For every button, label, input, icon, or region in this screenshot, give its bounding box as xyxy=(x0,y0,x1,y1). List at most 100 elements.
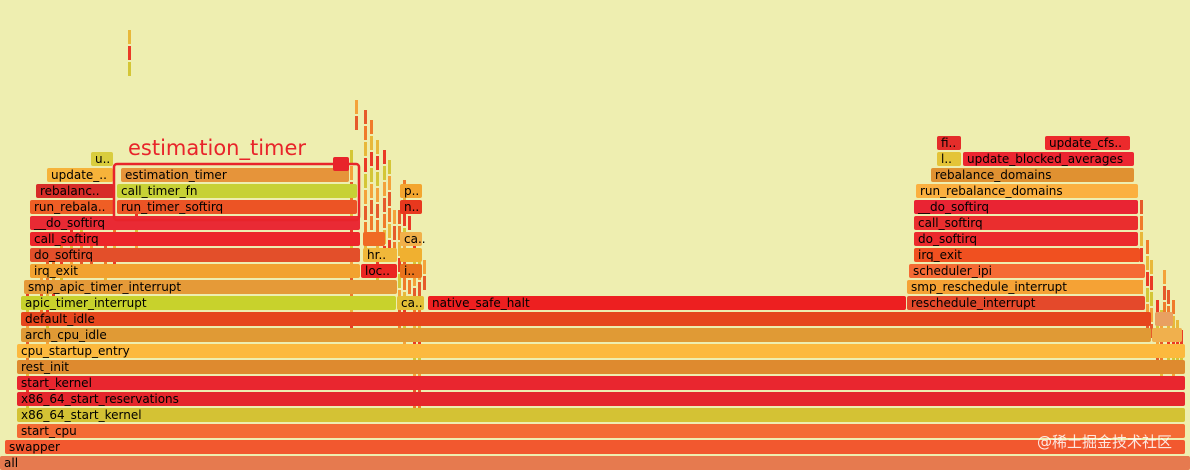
frame-bar-call_timer_fn[interactable] xyxy=(117,184,357,198)
frame-smp_reschedule_interrupt[interactable]: smp_reschedule_interrupt xyxy=(907,280,1143,294)
frame-hr_child[interactable] xyxy=(363,232,385,246)
frame-call_timer_fn[interactable]: call_timer_fn xyxy=(117,184,357,198)
frame-__do_softirq[interactable]: __do_softirq xyxy=(30,216,360,230)
frame-bar-swapper[interactable] xyxy=(5,440,1185,454)
frame-hrtimer_interrupt[interactable]: hr.. xyxy=(363,248,397,262)
frame-call_softirq_b[interactable]: ca.. xyxy=(400,232,426,246)
frame-l_frame[interactable]: l.. xyxy=(937,152,961,166)
frame-scheduler_ipi[interactable]: scheduler_ipi xyxy=(909,264,1145,278)
spike-frame xyxy=(1163,302,1166,316)
frame-ca_interrupt[interactable]: ca.. xyxy=(397,296,424,310)
frame-bar-default_idle[interactable] xyxy=(21,312,1151,326)
frame-apic_timer_interrupt[interactable]: apic_timer_interrupt xyxy=(21,296,396,310)
frame-do_softirq_r[interactable]: do_softirq xyxy=(914,232,1138,246)
frame-bar-estimation_timer[interactable] xyxy=(121,168,349,182)
frame-run_timer_softirq[interactable]: run_timer_softirq xyxy=(117,200,357,214)
frame-bar-call_softirq[interactable] xyxy=(30,232,360,246)
frame-bar-update_blocked_averages[interactable] xyxy=(963,152,1134,166)
frame-bar-run_rebalance_domains[interactable] xyxy=(30,200,115,214)
frame-p_frame[interactable]: p.. xyxy=(400,184,422,198)
frame-bar-hrtimer_interrupt[interactable] xyxy=(363,248,397,262)
frame-bar-all[interactable] xyxy=(0,456,1190,470)
frame-x86_64_start_reservations[interactable]: x86_64_start_reservations xyxy=(17,392,1185,406)
frame-bar-rebalance_domains_r[interactable] xyxy=(931,168,1134,182)
frame-rest_init[interactable]: rest_init xyxy=(17,360,1185,374)
frame-bar-irq_exit[interactable] xyxy=(30,264,360,278)
frame-run_rebalance_domains_r[interactable]: run_rebalance_domains xyxy=(916,184,1138,198)
frame-bar-smp_reschedule_interrupt[interactable] xyxy=(907,280,1143,294)
frame-bar-rest_init[interactable] xyxy=(17,360,1185,374)
frame-bar-do_softirq[interactable] xyxy=(30,248,360,262)
frame-bar-do_softirq_r[interactable] xyxy=(914,232,1138,246)
frame-bar-update_cfs[interactable] xyxy=(1045,136,1130,150)
frame-bar-ca_interrupt[interactable] xyxy=(397,296,424,310)
frame-bar-x86_64_start_kernel[interactable] xyxy=(17,408,1185,422)
frame-update_blocked_averages[interactable]: update_blocked_averages xyxy=(963,152,1134,166)
frame-bar-fi_frame[interactable] xyxy=(937,136,961,150)
frame-bar-run_timer_softirq[interactable] xyxy=(117,200,357,214)
frame-rebalance_domains_r[interactable]: rebalance_domains xyxy=(931,168,1134,182)
frame-arch_cpu_idle[interactable]: arch_cpu_idle xyxy=(21,328,1151,342)
frame-cpu_startup_entry[interactable]: cpu_startup_entry xyxy=(17,344,1185,358)
frame-n_frame[interactable]: n.. xyxy=(400,200,422,214)
frame-bar-scheduler_ipi[interactable] xyxy=(909,264,1145,278)
frame-bar-do_softirq_b[interactable] xyxy=(400,248,422,262)
frame-start_cpu[interactable]: start_cpu xyxy=(17,424,1185,438)
frame-do_softirq_b[interactable] xyxy=(400,248,422,262)
frame-do_softirq[interactable]: do_softirq xyxy=(30,248,360,262)
frame-bar-__do_softirq_r[interactable] xyxy=(914,200,1138,214)
frame-start_kernel[interactable]: start_kernel xyxy=(17,376,1185,390)
frame-bar-hr_child[interactable] xyxy=(363,232,385,246)
frame-default_idle[interactable]: default_idle xyxy=(21,312,1151,326)
frame-rebalance_domains[interactable]: rebalanc.. xyxy=(36,184,114,198)
frame-bar-rebalance_domains[interactable] xyxy=(36,184,114,198)
frame-default_idle_b[interactable] xyxy=(1155,312,1173,326)
frame-run_rebalance_domains[interactable]: run_rebala.. xyxy=(30,200,115,214)
frame-bar-p_frame[interactable] xyxy=(400,184,422,198)
frame-estimation_timer[interactable]: estimation_timer xyxy=(121,168,349,182)
frame-__do_softirq_r[interactable]: __do_softirq xyxy=(914,200,1138,214)
spike-frame xyxy=(408,280,411,294)
frame-fi_frame[interactable]: fi.. xyxy=(937,136,961,150)
frame-irq_exit_r[interactable]: irq_exit xyxy=(914,248,1140,262)
frame-bar-reschedule_interrupt[interactable] xyxy=(907,296,1145,310)
frame-bar-arch_cpu_idle[interactable] xyxy=(21,328,1151,342)
frame-bar-n_frame[interactable] xyxy=(400,200,422,214)
frame-call_softirq[interactable]: call_softirq xyxy=(30,232,360,246)
frame-bar-update_l[interactable] xyxy=(47,168,113,182)
frame-bar-native_safe_halt[interactable] xyxy=(428,296,906,310)
frame-bar-cpuidle_misc[interactable] xyxy=(1152,328,1182,342)
frame-swapper[interactable]: swapper xyxy=(5,440,1185,454)
frame-bar-run_rebalance_domains_r[interactable] xyxy=(916,184,1138,198)
frame-bar-local_apic_timer[interactable] xyxy=(361,264,397,278)
frame-local_apic_timer[interactable]: loc.. xyxy=(361,264,397,278)
frame-all[interactable]: all xyxy=(0,456,1190,470)
frame-bar-l_frame[interactable] xyxy=(937,152,961,166)
frame-bar-irq_exit_r[interactable] xyxy=(914,248,1140,262)
frame-bar-smp_apic_timer_interrupt[interactable] xyxy=(24,280,397,294)
frame-bar-default_idle_b[interactable] xyxy=(1155,312,1173,326)
frame-smp_apic_timer_interrupt[interactable]: smp_apic_timer_interrupt xyxy=(24,280,397,294)
frame-call_softirq_r[interactable]: call_softirq xyxy=(914,216,1138,230)
frame-bar-start_cpu[interactable] xyxy=(17,424,1185,438)
frame-bar-call_softirq_b[interactable] xyxy=(400,232,422,246)
frame-update_l[interactable]: update_.. xyxy=(47,168,113,182)
frame-irq_exit_b[interactable]: i.. xyxy=(400,264,422,278)
frame-cpuidle_misc[interactable] xyxy=(1152,328,1182,342)
frame-bar-call_softirq_r[interactable] xyxy=(914,216,1138,230)
spike-frame xyxy=(388,176,391,190)
frame-bar-irq_exit_b[interactable] xyxy=(400,264,422,278)
frame-bar-start_kernel[interactable] xyxy=(17,376,1185,390)
spike-frame xyxy=(408,216,411,230)
frame-u_frame[interactable]: u.. xyxy=(91,152,113,166)
frame-bar-cpu_startup_entry[interactable] xyxy=(17,344,1185,358)
frame-bar-x86_64_start_reservations[interactable] xyxy=(17,392,1185,406)
frame-x86_64_start_kernel[interactable]: x86_64_start_kernel xyxy=(17,408,1185,422)
frame-update_cfs[interactable]: update_cfs.. xyxy=(1045,136,1130,150)
spike-frame xyxy=(423,260,426,274)
frame-irq_exit[interactable]: irq_exit xyxy=(30,264,360,278)
frame-native_safe_halt[interactable]: native_safe_halt xyxy=(428,296,906,310)
frame-reschedule_interrupt[interactable]: reschedule_interrupt xyxy=(907,296,1145,310)
frame-bar-apic_timer_interrupt[interactable] xyxy=(21,296,396,310)
frame-bar-u_frame[interactable] xyxy=(91,152,113,166)
